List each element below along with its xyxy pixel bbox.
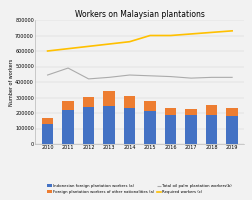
Bar [206,105,217,115]
Bar [104,91,115,106]
Bar [42,118,53,124]
Legend: Indonesian foreign plantation workers (a), Foreign plantation workers of other n: Indonesian foreign plantation workers (a… [47,184,232,194]
Bar [144,101,156,111]
Title: Workers on Malaysian plantations: Workers on Malaysian plantations [75,10,205,19]
Bar [227,108,238,116]
Bar [165,108,176,115]
Bar [83,97,94,107]
Bar [185,115,197,144]
Bar [42,124,53,144]
Bar [83,107,94,144]
Bar [185,109,197,115]
Bar [124,108,135,144]
Bar [144,111,156,144]
Bar [62,110,74,144]
Bar [227,116,238,144]
Bar [124,96,135,108]
Y-axis label: Number of workers: Number of workers [9,58,14,106]
Bar [104,106,115,144]
Bar [206,115,217,144]
Bar [62,101,74,110]
Bar [165,115,176,144]
